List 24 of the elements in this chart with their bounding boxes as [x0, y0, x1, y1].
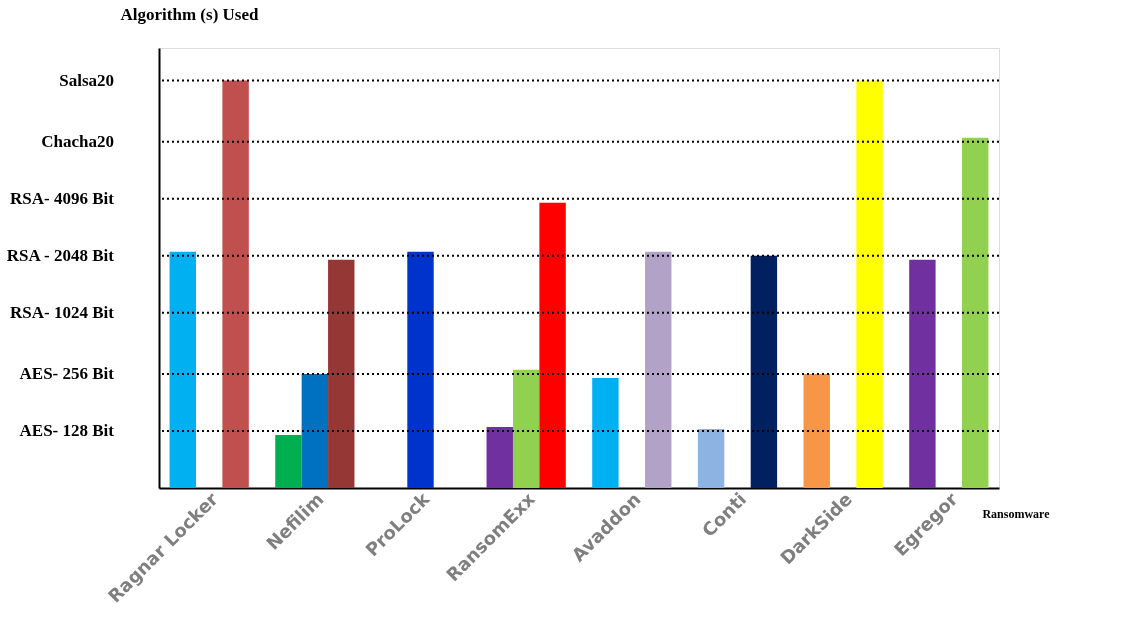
x-axis-title: Ransomware — [982, 506, 1051, 521]
bar — [645, 251, 672, 488]
bar — [328, 259, 355, 488]
bar — [803, 373, 830, 488]
bar — [592, 378, 619, 488]
bar — [486, 426, 513, 488]
bar — [856, 80, 883, 488]
bar — [275, 435, 302, 488]
ref-line-label: AES- 256 Bit — [19, 363, 115, 383]
ref-line-label: RSA - 2048 Bit — [6, 245, 115, 265]
bar — [222, 80, 249, 488]
bar — [909, 259, 936, 488]
bar — [697, 428, 725, 488]
ref-line-label: RSA- 4096 Bit — [10, 188, 115, 208]
bar — [539, 202, 566, 488]
y-axis-title: Algorithm (s) Used — [120, 4, 259, 24]
ref-line-label: RSA- 1024 Bit — [10, 302, 115, 322]
bar — [169, 251, 196, 488]
bar — [301, 373, 329, 488]
ref-line-label: AES- 128 Bit — [19, 420, 115, 440]
bar — [750, 255, 778, 488]
ref-line-label: Salsa20 — [59, 70, 114, 90]
ref-line-label: Chacha20 — [41, 131, 114, 151]
bar — [407, 251, 434, 488]
